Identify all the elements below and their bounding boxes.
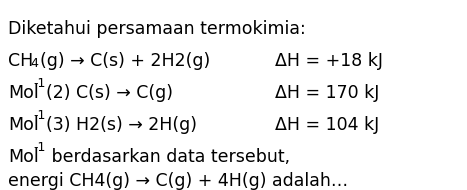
Text: berdasarkan data tersebut,: berdasarkan data tersebut, — [46, 148, 290, 166]
Text: -1: -1 — [33, 77, 45, 90]
Text: ΔH = 104 kJ: ΔH = 104 kJ — [275, 116, 379, 134]
Text: Diketahui persamaan termokimia:: Diketahui persamaan termokimia: — [8, 20, 306, 38]
Text: (3) H2(s) → 2H(g): (3) H2(s) → 2H(g) — [46, 116, 197, 134]
Text: 4: 4 — [30, 57, 38, 70]
Text: Mol: Mol — [8, 116, 39, 134]
Text: -1: -1 — [33, 141, 45, 154]
Text: Mol: Mol — [8, 84, 39, 102]
Text: CH: CH — [8, 52, 33, 70]
Text: (2) C(s) → C(g): (2) C(s) → C(g) — [46, 84, 173, 102]
Text: ΔH = +18 kJ: ΔH = +18 kJ — [275, 52, 383, 70]
Text: energi CH4(g) → C(g) + 4H(g) adalah…: energi CH4(g) → C(g) + 4H(g) adalah… — [8, 172, 348, 190]
Text: Mol: Mol — [8, 148, 39, 166]
Text: ΔH = 170 kJ: ΔH = 170 kJ — [275, 84, 379, 102]
Text: (g) → C(s) + 2H2(g): (g) → C(s) + 2H2(g) — [40, 52, 210, 70]
Text: -1: -1 — [33, 109, 45, 122]
